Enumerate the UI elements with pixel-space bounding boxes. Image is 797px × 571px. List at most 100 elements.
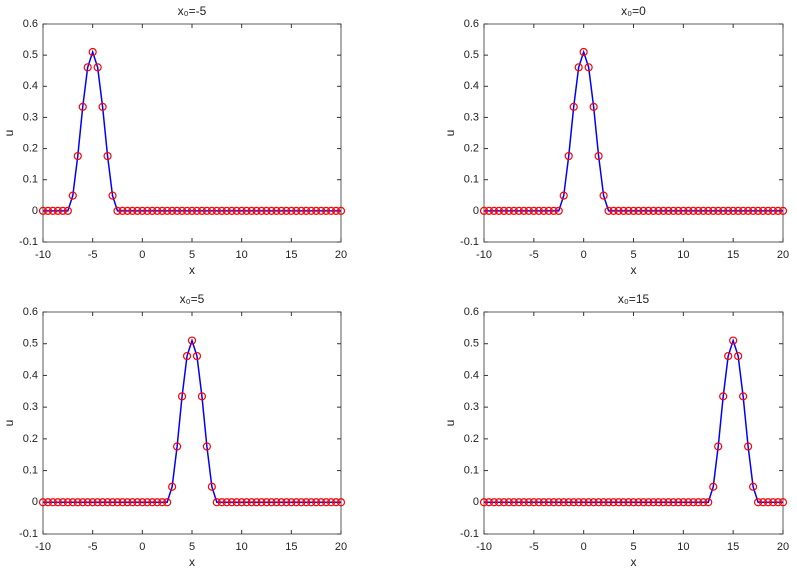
marker bbox=[499, 498, 509, 507]
marker bbox=[317, 206, 326, 215]
marker bbox=[649, 206, 658, 215]
marker bbox=[554, 206, 563, 215]
marker bbox=[719, 392, 728, 401]
marker bbox=[207, 206, 216, 215]
marker bbox=[539, 498, 548, 507]
x-tick-label: -5 bbox=[88, 249, 98, 261]
marker bbox=[589, 498, 598, 507]
marker bbox=[758, 498, 768, 507]
y-tick-label: 0.1 bbox=[464, 174, 479, 186]
marker bbox=[699, 206, 708, 215]
marker bbox=[654, 498, 663, 507]
marker bbox=[242, 206, 251, 215]
marker bbox=[624, 498, 633, 507]
marker bbox=[744, 206, 753, 215]
marker bbox=[262, 498, 271, 507]
marker bbox=[629, 206, 638, 215]
x-tick-label: -10 bbox=[35, 541, 51, 553]
marker bbox=[322, 206, 331, 215]
marker bbox=[544, 206, 553, 215]
marker bbox=[484, 206, 494, 215]
marker bbox=[133, 498, 142, 507]
marker bbox=[524, 206, 533, 215]
marker bbox=[222, 206, 231, 215]
plot-area bbox=[42, 23, 342, 243]
y-tick-label: 0.5 bbox=[23, 338, 38, 350]
marker bbox=[307, 206, 316, 215]
x-tick-label: -10 bbox=[35, 249, 51, 261]
y-tick-label: 0.4 bbox=[23, 80, 38, 92]
marker bbox=[331, 498, 341, 507]
marker bbox=[679, 498, 688, 507]
marker bbox=[287, 498, 296, 507]
marker bbox=[664, 206, 673, 215]
marker bbox=[78, 498, 87, 507]
marker bbox=[763, 206, 773, 215]
marker bbox=[599, 498, 608, 507]
marker bbox=[524, 498, 533, 507]
marker bbox=[739, 392, 748, 401]
marker bbox=[182, 351, 192, 361]
x-tick-label: 10 bbox=[236, 541, 248, 553]
marker bbox=[669, 206, 678, 215]
y-axis-label: u bbox=[2, 130, 16, 137]
y-tick-label: 0.2 bbox=[464, 433, 479, 445]
marker bbox=[158, 498, 167, 507]
marker bbox=[297, 498, 306, 507]
marker bbox=[479, 206, 489, 215]
marker bbox=[729, 206, 738, 215]
marker bbox=[594, 151, 603, 161]
marker bbox=[734, 206, 743, 215]
marker bbox=[317, 498, 326, 507]
marker bbox=[674, 498, 683, 507]
marker bbox=[574, 498, 583, 507]
marker bbox=[529, 206, 538, 215]
marker bbox=[704, 206, 713, 215]
marker bbox=[168, 482, 177, 491]
marker bbox=[684, 498, 693, 507]
plot-area bbox=[483, 23, 784, 243]
marker bbox=[282, 498, 291, 507]
marker bbox=[277, 206, 286, 215]
y-tick-label: 0.2 bbox=[464, 142, 479, 154]
marker bbox=[272, 206, 281, 215]
marker bbox=[724, 351, 733, 361]
line bbox=[484, 49, 783, 212]
marker bbox=[494, 206, 504, 215]
marker bbox=[187, 206, 197, 215]
marker bbox=[88, 47, 97, 57]
y-tick-label: 0 bbox=[32, 496, 38, 508]
y-tick-label: 0.6 bbox=[464, 306, 479, 318]
marker bbox=[619, 206, 628, 215]
marker bbox=[514, 206, 523, 215]
marker bbox=[514, 498, 523, 507]
marker bbox=[287, 206, 296, 215]
marker bbox=[624, 206, 633, 215]
marker bbox=[242, 498, 251, 507]
marker bbox=[282, 206, 291, 215]
marker bbox=[93, 63, 102, 72]
y-axis-label: u bbox=[2, 420, 16, 427]
y-tick-label: 0.1 bbox=[23, 174, 38, 186]
marker bbox=[619, 498, 628, 507]
marker bbox=[212, 206, 221, 215]
marker bbox=[604, 498, 613, 507]
marker bbox=[143, 498, 152, 507]
marker bbox=[629, 498, 638, 507]
marker bbox=[83, 498, 92, 507]
plot-area bbox=[483, 311, 784, 535]
y-tick-label: 0.4 bbox=[23, 369, 38, 381]
marker bbox=[748, 206, 758, 215]
marker bbox=[559, 191, 568, 200]
marker bbox=[724, 206, 733, 215]
marker bbox=[123, 498, 132, 507]
y-tick-label: 0.3 bbox=[23, 401, 38, 413]
chart-title: x₀=15 bbox=[618, 292, 650, 306]
marker bbox=[494, 498, 504, 507]
marker bbox=[549, 498, 558, 507]
marker bbox=[48, 498, 58, 507]
marker bbox=[118, 498, 127, 507]
marker bbox=[569, 498, 578, 507]
marker bbox=[48, 206, 58, 215]
